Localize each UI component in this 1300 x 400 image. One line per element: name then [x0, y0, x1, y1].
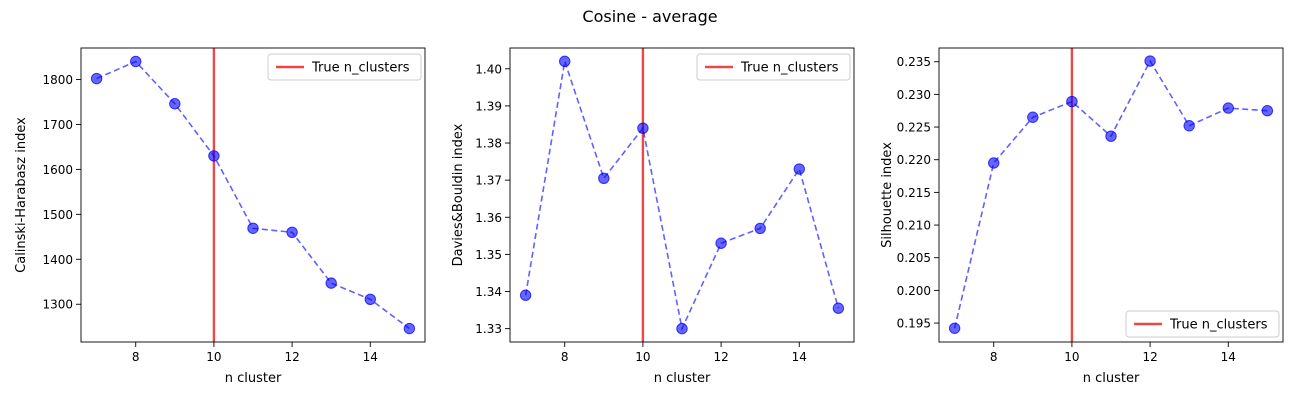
data-point [1183, 120, 1195, 132]
y-tick-label: 0.235 [897, 55, 931, 69]
data-point [90, 72, 103, 85]
data-point [403, 322, 416, 335]
data-point [325, 277, 337, 289]
y-tick-label: 0.210 [897, 219, 931, 233]
series-line [953, 59, 1268, 329]
chart-panel-2: 8 10 12 14 1.33 1.34 1.35 1.36 1.37 1.38 1.39 1.40 n… [451, 47, 855, 386]
axes-frame [938, 47, 1284, 343]
data-point [948, 322, 961, 334]
y-tick-label: 1.38 [475, 137, 502, 151]
legend: True n_clusters [696, 53, 851, 81]
axes-frame [509, 47, 855, 343]
data-point [1261, 105, 1274, 117]
legend-label: True n_clusters [311, 61, 410, 76]
data-point [676, 322, 688, 335]
data-point [364, 293, 376, 305]
series-line [96, 60, 410, 330]
data-point [559, 55, 571, 68]
y-tick-label: 1.35 [475, 248, 502, 262]
chart-panel-1: 8 10 12 14 1300 1400 1500 1600 1700 1800 n cluster… [14, 47, 426, 386]
x-tick-label: 8 [132, 350, 140, 364]
legend: True n_clusters [267, 53, 422, 81]
data-point [1105, 130, 1117, 142]
legend-label: True n_clusters [740, 61, 839, 76]
x-axis-label: n cluster [654, 371, 711, 386]
data-point [247, 222, 259, 234]
data-point [169, 98, 181, 110]
y-tick-label: 0.195 [897, 317, 931, 331]
data-point [637, 122, 649, 134]
data-point [1222, 102, 1234, 114]
y-tick-label: 0.205 [897, 251, 931, 265]
x-tick-label: 14 [792, 350, 807, 364]
data-point [832, 302, 845, 314]
series-line [524, 61, 840, 332]
legend-box [696, 53, 851, 81]
y-tick-label: 0.220 [897, 153, 931, 167]
x-tick-label: 10 [1064, 350, 1079, 364]
y-tick-label: 1800 [42, 73, 73, 87]
y-tick-label: 1700 [42, 118, 73, 132]
y-tick-label: 0.230 [897, 88, 931, 102]
data-point [1066, 95, 1078, 108]
y-tick-label: 1600 [42, 163, 73, 177]
data-point [988, 157, 1000, 169]
legend-label: True n_clusters [1169, 318, 1268, 333]
x-tick-label: 12 [284, 350, 299, 364]
y-axis-label: Silhouette index [880, 142, 895, 248]
legend: True n_clusters [1125, 310, 1280, 338]
y-tick-label: 1400 [42, 253, 73, 267]
data-point [519, 289, 532, 301]
data-point [598, 172, 610, 184]
x-tick-label: 12 [1142, 350, 1157, 364]
x-tick-label: 8 [990, 350, 998, 364]
y-tick-label: 1.37 [475, 174, 502, 188]
x-axis-label: n cluster [225, 371, 282, 386]
legend-box [267, 53, 422, 81]
y-axis-label: Calinski-Harabasz index [14, 117, 29, 273]
data-point [715, 237, 727, 249]
y-tick-label: 0.225 [897, 121, 931, 135]
x-tick-label: 12 [713, 350, 728, 364]
x-tick-label: 14 [1221, 350, 1236, 364]
y-tick-label: 1500 [42, 208, 73, 222]
x-axis-label: n cluster [1083, 371, 1140, 386]
charts-group: 8 10 12 14 1300 1400 1500 1600 1700 1800 n cluster… [14, 47, 1284, 386]
y-tick-label: 1.39 [475, 99, 502, 113]
x-tick-label: 10 [635, 350, 650, 364]
y-axis-label: Davies&Bouldin index [451, 123, 466, 266]
y-tick-label: 0.215 [897, 186, 931, 200]
y-tick-label: 1.40 [475, 62, 502, 76]
x-tick-label: 14 [363, 350, 378, 364]
x-tick-label: 8 [561, 350, 569, 364]
data-point [754, 222, 766, 235]
y-tick-label: 1.33 [475, 322, 502, 336]
data-point [130, 55, 142, 68]
legend-box [1125, 310, 1280, 338]
y-tick-label: 0.200 [897, 284, 931, 298]
data-point [286, 226, 298, 239]
y-tick-label: 1.34 [475, 285, 502, 299]
figure-title: Cosine - average [582, 7, 717, 26]
y-tick-label: 1.36 [475, 211, 502, 225]
data-point [793, 163, 805, 175]
x-tick-label: 10 [206, 350, 221, 364]
y-tick-label: 1300 [42, 298, 73, 312]
chart-panel-3: 8 10 12 14 0.195 0.200 0.205 0.210 0.215 0.220 0.2… [880, 47, 1284, 386]
data-point [1027, 111, 1039, 123]
data-point [1144, 55, 1156, 67]
data-point [208, 150, 220, 162]
axes-frame [80, 47, 426, 343]
